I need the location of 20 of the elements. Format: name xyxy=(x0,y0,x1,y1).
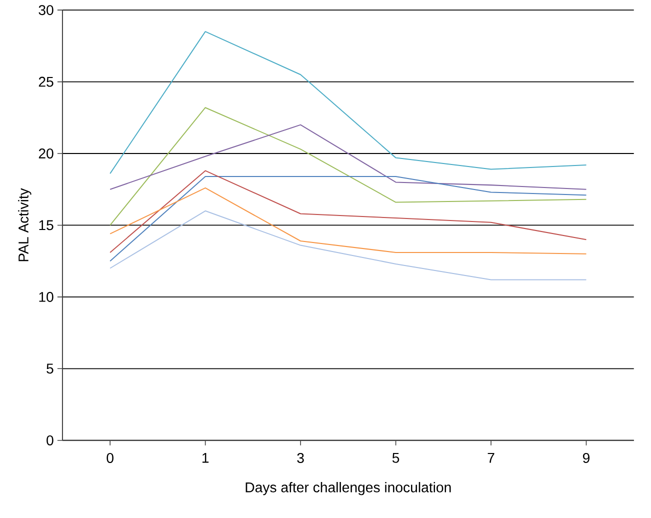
line-series xyxy=(110,210,587,280)
y-tick-label: 25 xyxy=(38,76,54,87)
y-tick-label: 20 xyxy=(38,148,54,159)
x-tick-label: 1 xyxy=(202,453,209,463)
line-series xyxy=(110,124,587,190)
x-axis-title: Days after challenges inoculation xyxy=(246,482,451,496)
x-tick-label: 5 xyxy=(392,453,400,463)
y-tick-label: 10 xyxy=(39,292,54,302)
y-tick-label: 5 xyxy=(46,364,54,374)
x-tick-label: 3 xyxy=(297,453,304,464)
x-tick-label: 0 xyxy=(106,453,114,464)
y-tick-label: 0 xyxy=(46,435,54,446)
line-series xyxy=(110,31,587,174)
x-tick-label: 9 xyxy=(582,453,590,464)
line-series xyxy=(110,170,587,253)
x-tick-label: 7 xyxy=(488,453,494,463)
y-tick-label: 30 xyxy=(38,5,54,16)
line-series xyxy=(110,187,587,254)
y-tick-label: 15 xyxy=(39,220,54,230)
y-axis-title: PAL Activity xyxy=(18,188,32,262)
